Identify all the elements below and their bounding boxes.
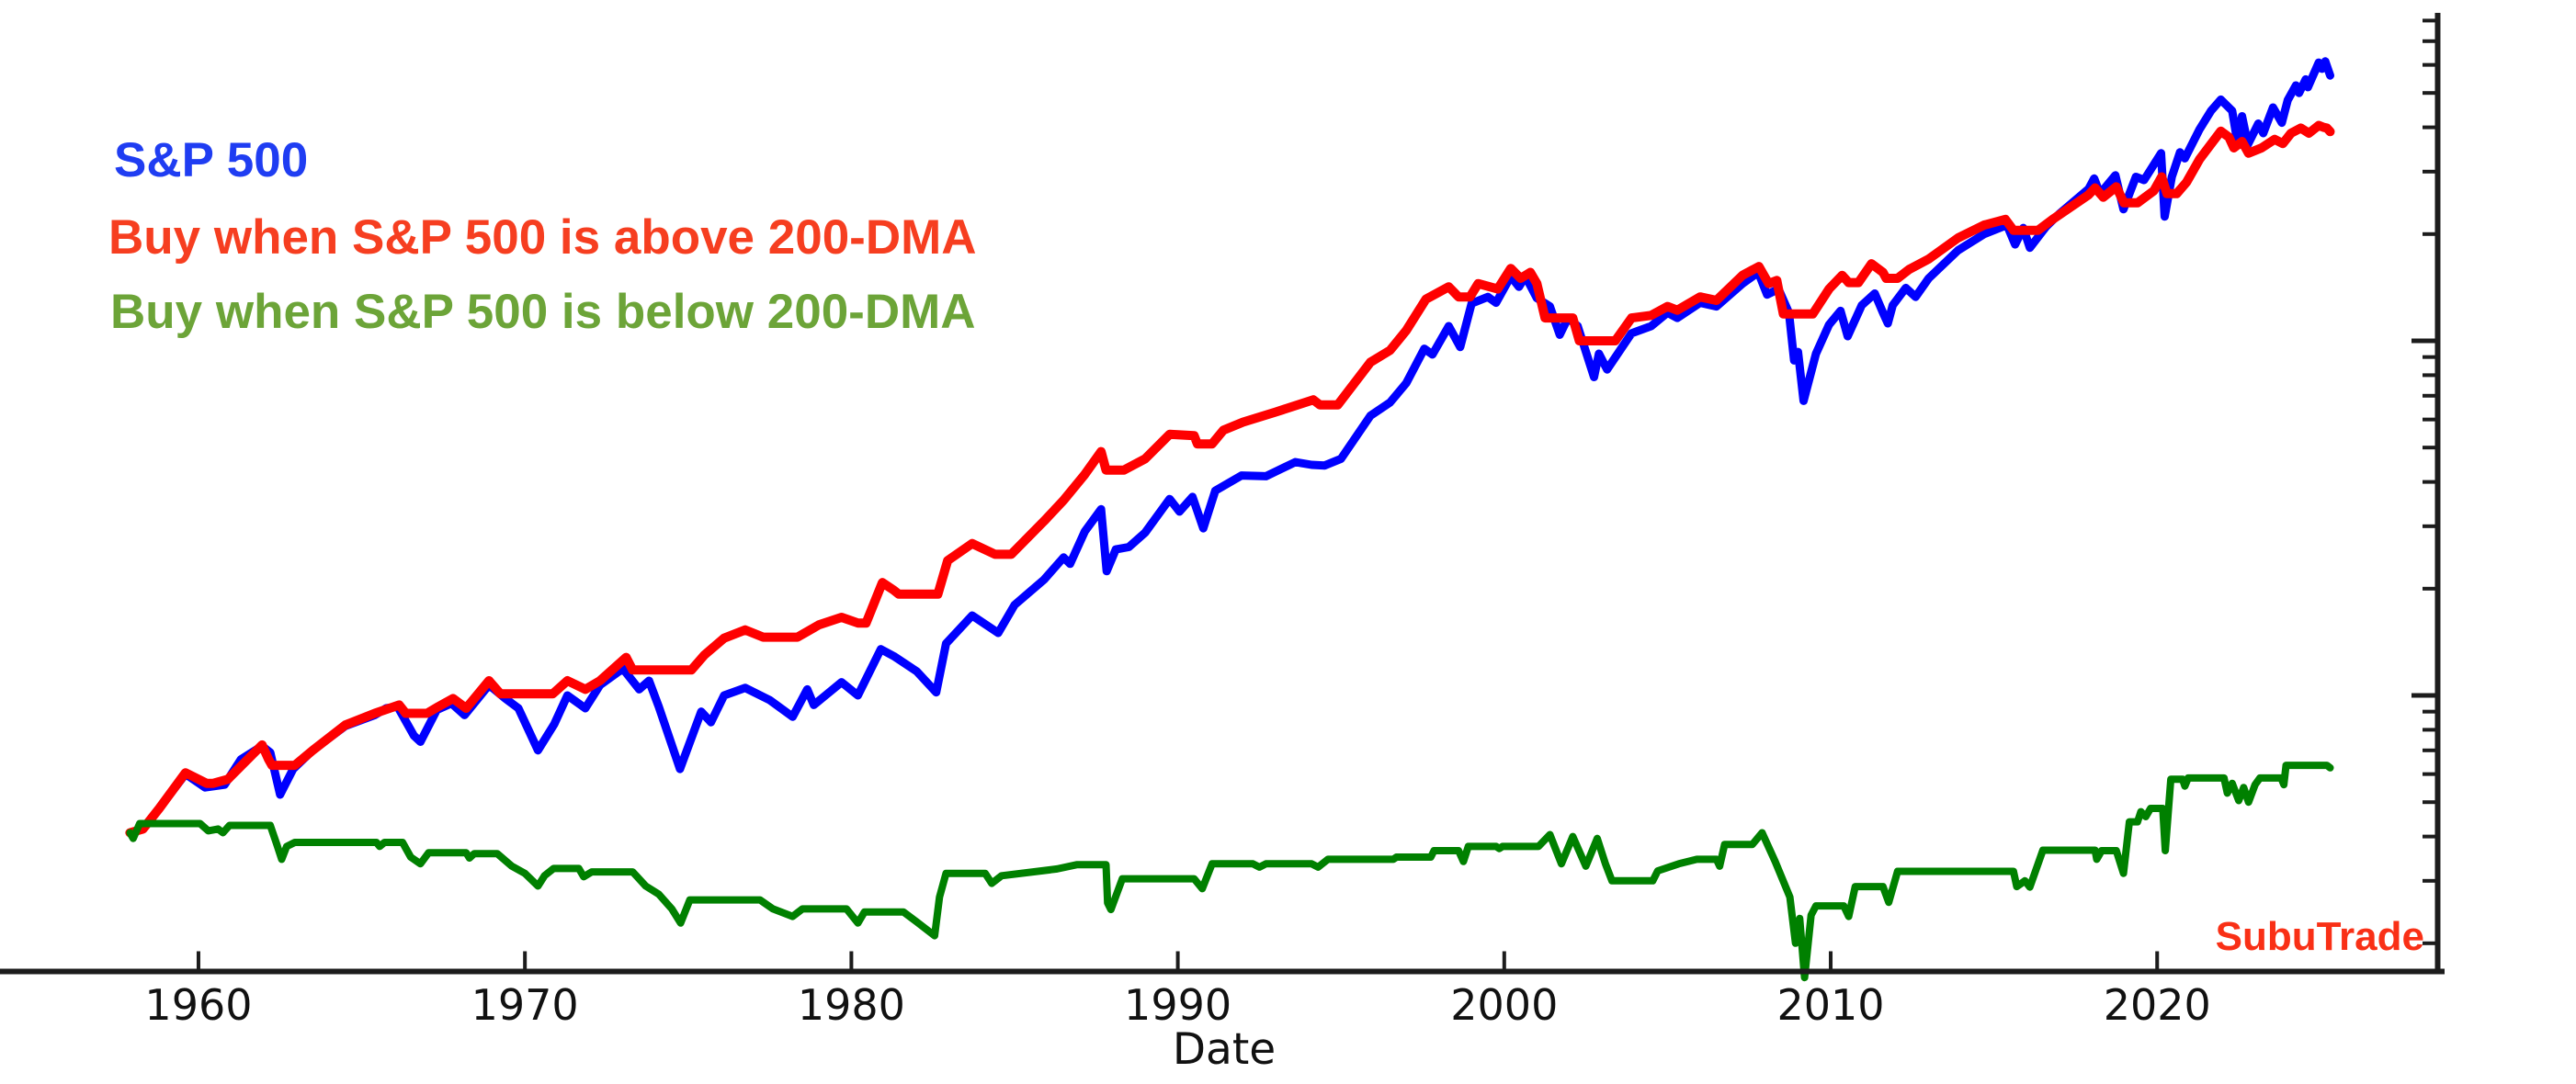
x-tick-label-2010: 2010	[1776, 980, 1884, 1030]
x-tick-label-1980: 1980	[798, 980, 905, 1030]
x-tick-label-2000: 2000	[1450, 980, 1558, 1030]
axes-layer	[0, 13, 2445, 975]
series-layer	[125, 57, 2335, 982]
x-tick-label-1990: 1990	[1124, 980, 1231, 1030]
series-line-0	[125, 57, 2334, 837]
x-axis-title: Date	[1173, 1024, 1276, 1075]
x-tick-label-1970: 1970	[471, 980, 579, 1030]
series-line-2	[126, 762, 2334, 982]
x-tick-labels: 1960 1970 1980 1990 2000 2010 2020	[144, 980, 2210, 1030]
x-tick-label-2020: 2020	[2104, 980, 2211, 1030]
legend-item-below-200dma: Buy when S&P 500 is below 200-DMA	[110, 285, 976, 339]
watermark-subutrade: SubuTrade	[2216, 914, 2424, 959]
x-tick-label-1960: 1960	[144, 980, 252, 1030]
legend-item-above-200dma: Buy when S&P 500 is above 200-DMA	[108, 210, 977, 265]
legend-item-sp500: S&P 500	[114, 133, 308, 187]
series-line-1	[125, 120, 2335, 838]
